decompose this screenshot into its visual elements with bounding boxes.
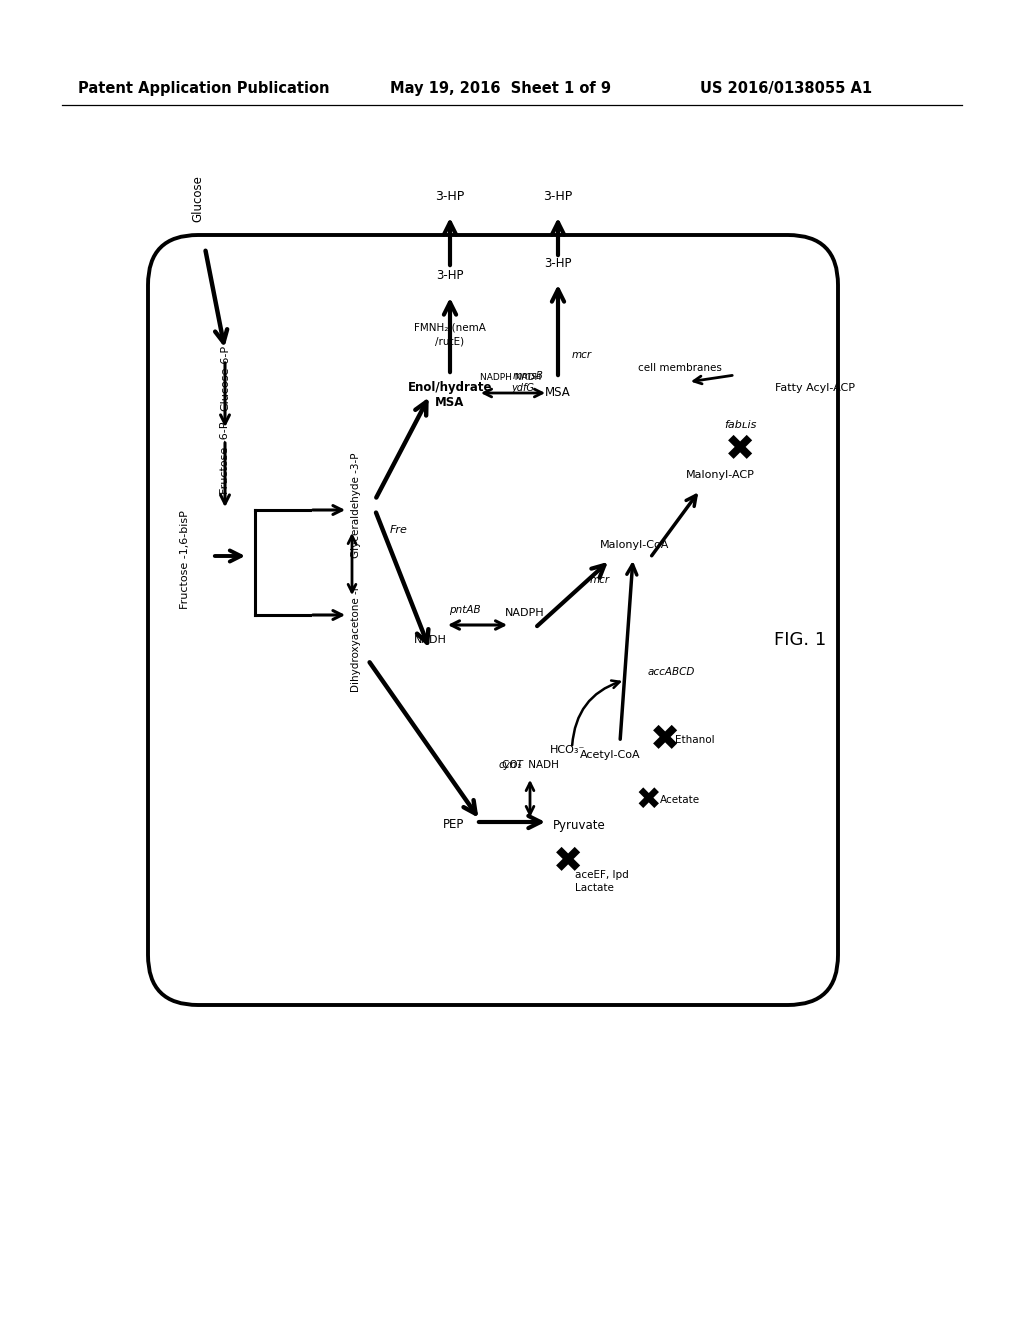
Text: Malonyl-ACP: Malonyl-ACP bbox=[685, 470, 755, 480]
Text: cynT: cynT bbox=[498, 760, 523, 770]
Text: FMNH₂ (nemA: FMNH₂ (nemA bbox=[414, 323, 486, 333]
Text: Malonyl-CoA: Malonyl-CoA bbox=[600, 540, 670, 550]
Text: Acetyl-CoA: Acetyl-CoA bbox=[580, 750, 640, 760]
Text: CO₂  NADH: CO₂ NADH bbox=[502, 760, 558, 770]
Text: NADH: NADH bbox=[414, 635, 446, 645]
Text: pntAB: pntAB bbox=[450, 605, 481, 615]
Text: Fructose -6-P: Fructose -6-P bbox=[220, 422, 230, 494]
Text: ydfG: ydfG bbox=[511, 383, 534, 393]
Text: Fatty Acyl-ACP: Fatty Acyl-ACP bbox=[775, 383, 855, 393]
Text: Pyruvate: Pyruvate bbox=[553, 818, 606, 832]
Text: ✖: ✖ bbox=[650, 723, 680, 756]
Text: HCO₃⁻: HCO₃⁻ bbox=[550, 744, 586, 755]
Text: Patent Application Publication: Patent Application Publication bbox=[78, 81, 330, 95]
Text: 3-HP: 3-HP bbox=[544, 190, 572, 203]
Text: MSA: MSA bbox=[545, 387, 570, 400]
Text: Fre: Fre bbox=[390, 525, 408, 535]
Text: Lactate: Lactate bbox=[575, 883, 613, 894]
Text: NADPH: NADPH bbox=[505, 609, 545, 618]
Text: Glyceraldehyde -3-P: Glyceraldehyde -3-P bbox=[351, 453, 361, 558]
Text: ✖: ✖ bbox=[553, 845, 583, 879]
Text: aceEF, lpd: aceEF, lpd bbox=[575, 870, 629, 880]
Text: May 19, 2016  Sheet 1 of 9: May 19, 2016 Sheet 1 of 9 bbox=[390, 81, 611, 95]
Text: Glucose: Glucose bbox=[191, 176, 205, 222]
Text: 3-HP: 3-HP bbox=[544, 257, 571, 271]
Text: Ethanol: Ethanol bbox=[675, 735, 715, 744]
Text: Glucose-6-P: Glucose-6-P bbox=[220, 345, 230, 411]
Text: mcr: mcr bbox=[590, 576, 610, 585]
Text: mcr: mcr bbox=[572, 350, 592, 360]
Text: 3-HP: 3-HP bbox=[436, 269, 464, 282]
Text: Fructose -1,6-bisP: Fructose -1,6-bisP bbox=[180, 511, 190, 610]
Text: Acetate: Acetate bbox=[660, 795, 700, 805]
Text: /rutE): /rutE) bbox=[435, 337, 465, 347]
Text: US 2016/0138055 A1: US 2016/0138055 A1 bbox=[700, 81, 872, 95]
Text: 3-HP: 3-HP bbox=[435, 190, 465, 203]
Text: ✖: ✖ bbox=[725, 433, 755, 467]
Text: PEP: PEP bbox=[442, 817, 464, 830]
Text: FIG. 1: FIG. 1 bbox=[774, 631, 826, 649]
Text: cell membranes: cell membranes bbox=[638, 363, 722, 374]
Text: fabʟis: fabʟis bbox=[724, 420, 756, 430]
Text: Dihydroxyacetone -P: Dihydroxyacetone -P bbox=[351, 583, 361, 692]
FancyBboxPatch shape bbox=[148, 235, 838, 1005]
Text: NADPH NADH: NADPH NADH bbox=[480, 374, 542, 383]
Text: mmsB: mmsB bbox=[513, 371, 544, 381]
Text: MSA: MSA bbox=[435, 396, 465, 408]
Text: ✖: ✖ bbox=[635, 785, 660, 814]
Text: accABCD: accABCD bbox=[648, 667, 695, 677]
Text: Enol/hydrate: Enol/hydrate bbox=[408, 381, 493, 395]
